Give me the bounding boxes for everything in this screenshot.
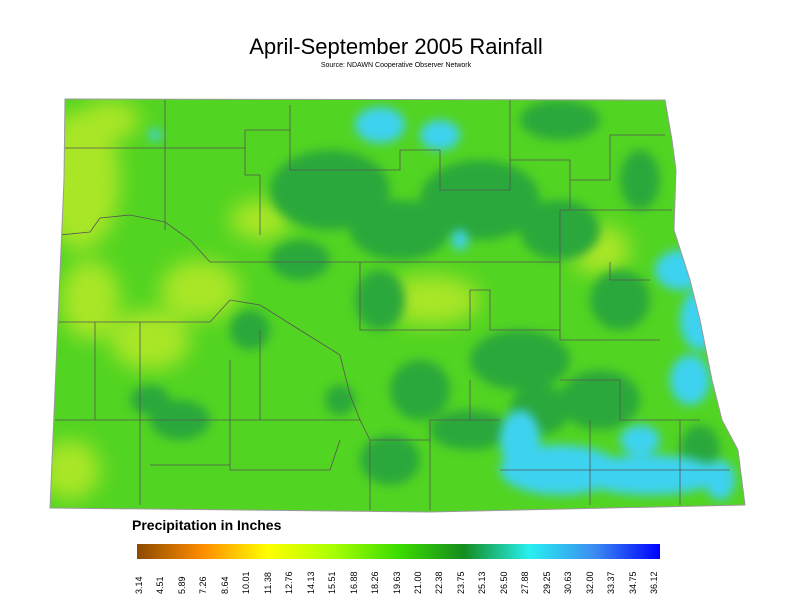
wet-zone — [230, 310, 270, 350]
legend-tick-label: 26.50 — [498, 571, 509, 594]
legend-tick-label: 7.26 — [198, 576, 209, 594]
county-boundaries — [55, 100, 730, 510]
wet-zone — [355, 270, 405, 330]
legend-tick-label: 27.88 — [520, 571, 531, 594]
legend-tick-label: 34.75 — [627, 571, 638, 594]
map-subtitle: Source: NDAWN Cooperative Observer Netwo… — [320, 62, 472, 69]
dry-zone — [380, 275, 480, 325]
very-wet-zone — [420, 120, 460, 150]
legend-tick-label: 36.12 — [649, 571, 659, 594]
legend-tick-label: 29.25 — [541, 571, 552, 594]
very-wet-zone — [149, 129, 161, 141]
legend-tick-label: 10.01 — [241, 571, 252, 594]
legend-tick-label: 32.00 — [584, 571, 595, 594]
wet-zone — [470, 330, 570, 390]
legend-title: Precipitation in Inches — [132, 517, 282, 533]
wet-zone — [325, 385, 355, 415]
dry-zone — [80, 100, 140, 140]
very-wet-zone — [500, 410, 540, 470]
legend-tick-label: 12.76 — [284, 571, 295, 594]
very-wet-zone — [705, 460, 735, 500]
very-wet-zone — [670, 355, 710, 405]
wet-zone — [270, 240, 330, 280]
legend-tick-label: 4.51 — [155, 576, 166, 594]
very-wet-zone — [580, 455, 720, 495]
legend-tick-label: 30.63 — [563, 571, 574, 594]
legend-tick-label: 18.26 — [370, 571, 381, 594]
legend-tick-label: 5.89 — [176, 576, 187, 594]
legend-tick-label: 33.37 — [606, 571, 617, 594]
legend-tick-label: 15.51 — [327, 571, 338, 594]
wet-zone — [620, 150, 660, 210]
legend-tick-labels: 3.14 4.51 5.89 7.26 8.64 10.01 11.38 12.76 14.13… — [0, 566, 792, 612]
very-wet-zone — [355, 107, 405, 143]
very-wet-zone — [452, 230, 468, 250]
very-wet-zones — [149, 107, 735, 500]
wet-zone — [560, 370, 640, 430]
state-outline — [49, 98, 746, 513]
wet-zone — [130, 385, 170, 415]
legend-tick-label: 16.88 — [348, 571, 359, 594]
rainfall-map — [49, 98, 746, 513]
legend-color-scale — [137, 544, 660, 559]
legend-tick-label: 14.13 — [305, 571, 316, 594]
dry-zone — [50, 440, 100, 500]
dry-zone — [160, 260, 240, 320]
legend-tick-label: 8.64 — [219, 576, 230, 594]
legend-tick-label: 23.75 — [455, 571, 466, 594]
legend-tick-label: 25.13 — [477, 571, 488, 594]
legend-tick-label: 21.00 — [412, 571, 423, 594]
dry-zones — [50, 100, 630, 500]
wet-zone — [590, 270, 650, 330]
legend-tick-label: 22.38 — [434, 571, 445, 594]
wet-zone — [520, 100, 600, 140]
wet-zone — [390, 360, 450, 420]
legend-tick-label: 19.63 — [391, 571, 402, 594]
very-wet-zone — [655, 250, 705, 290]
dry-zone — [110, 310, 190, 370]
legend-tick-label: 11.38 — [262, 572, 273, 594]
dry-zone — [60, 260, 120, 340]
very-wet-zone — [620, 425, 660, 455]
wet-zone — [360, 435, 420, 485]
map-title: April-September 2005 Rainfall — [249, 34, 543, 59]
legend-tick-label: 3.14 — [134, 576, 144, 594]
